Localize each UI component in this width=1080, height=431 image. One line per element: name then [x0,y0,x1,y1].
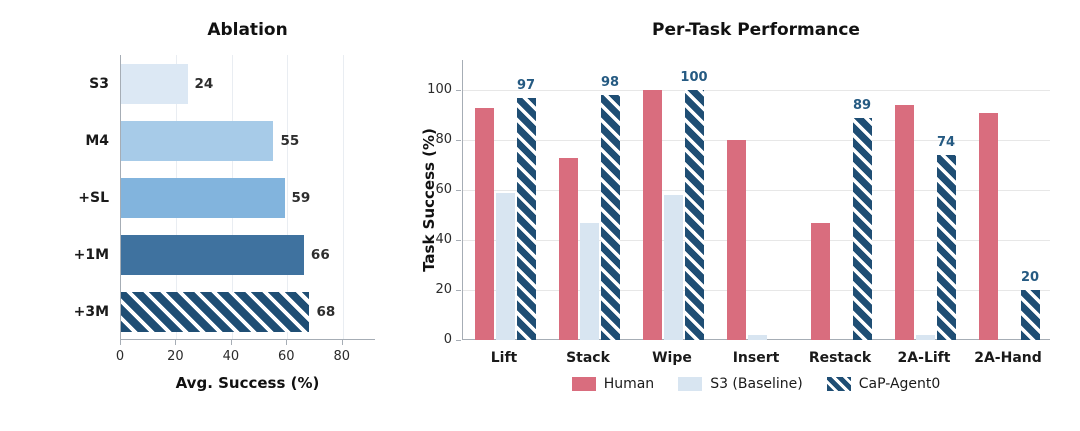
per-task-category-label: 2A-Lift [897,350,951,366]
x-tick-mark [341,340,343,345]
per-task-bar [915,335,935,340]
legend-swatch [571,377,596,391]
gridline-vertical [342,55,344,339]
x-tick-mark [120,340,121,345]
per-task-bar [684,90,704,340]
gridline-horizontal [463,290,1050,291]
gridline-horizontal [463,240,1050,241]
ablation-chart: Ablation S3 24 M4 55 +SL 59 +1M 66 +3M 68 Avg. Su… [0,0,410,431]
per-task-bar [894,105,914,340]
per-task-bar [642,90,662,340]
ablation-category-label: +1M [73,246,109,263]
gridline-horizontal [463,140,1050,141]
y-tick-label: 20 [435,282,452,297]
per-task-chart: Per-Task Performance Task Success (%) 97… [410,0,1080,431]
bar-value-label: 89 [852,97,872,113]
per-task-category-label: Lift [490,350,518,366]
x-tick-label: 60 [278,349,295,364]
legend-label: S3 (Baseline) [710,376,803,392]
legend-item: S3 (Baseline) [678,376,803,392]
per-task-bar [852,117,872,340]
per-task-bar [495,192,515,340]
per-task-title: Per-Task Performance [652,20,860,40]
y-tick-mark [456,90,461,91]
gridline-horizontal [463,190,1050,191]
ablation-value-label: 68 [316,303,336,320]
x-tick-mark [230,340,232,345]
gridline-horizontal [463,90,1050,91]
ablation-value-label: 55 [280,132,300,149]
per-task-bar [726,140,746,340]
legend-label: CaP-Agent0 [858,376,941,392]
per-task-category-label: 2A-Hand [974,350,1042,366]
y-tick-label: 80 [435,132,452,147]
per-task-bar [516,97,536,340]
ablation-value-label: 66 [310,246,330,263]
y-tick-label: 100 [427,82,452,97]
per-task-bar [810,222,830,340]
ablation-category-label: S3 [89,75,109,92]
x-tick-label: 80 [333,349,351,364]
per-task-bar [747,335,767,340]
per-task-bar [936,155,956,340]
legend-label: Human [603,376,655,392]
ablation-plot-area: S3 24 M4 55 +SL 59 +1M 66 +3M 68 [74,55,375,340]
ablation-category-label: M4 [85,132,109,149]
bar-value-label: 97 [516,77,536,93]
per-task-bar [663,195,683,340]
y-tick-mark [456,140,461,141]
ablation-value-label: 59 [291,189,311,206]
x-tick-label: 20 [167,349,184,364]
legend-item: Human [571,376,655,392]
bar-value-label: 98 [600,75,620,90]
per-task-plot-area: 97 98 100 89 74 20 [462,60,1050,340]
ablation-title: Ablation [207,20,288,40]
legend: Human S3 (Baseline) CaP-Agent0 [462,376,1050,392]
legend-swatch [826,377,851,391]
per-task-category-label: Wipe [652,350,692,366]
ablation-bar [121,177,285,218]
per-task-category-label: Stack [566,350,610,366]
x-tick-label: 0 [115,349,125,364]
ablation-bar [121,291,310,332]
bar-value-label: 20 [1020,270,1040,285]
per-task-category-label: Restack [808,350,872,366]
bar-value-label: 100 [680,70,708,85]
per-task-bar [474,107,494,340]
ablation-bar [121,120,274,161]
per-task-category-label: Insert [732,350,780,366]
y-tick-label: 60 [435,182,452,197]
y-tick-label: 40 [435,232,452,247]
y-tick-mark [456,340,461,341]
ablation-category-label: +SL [78,189,109,206]
x-tick-label: 40 [222,349,240,364]
ablation-bar [121,63,188,104]
per-task-bar [1020,290,1040,340]
x-tick-mark [175,340,177,345]
x-tick-mark [286,340,288,345]
per-task-bar [558,157,578,340]
legend-item: CaP-Agent0 [826,376,941,392]
y-tick-label: 0 [443,332,452,347]
bar-value-label: 74 [936,135,956,150]
legend-swatch [678,377,703,391]
ablation-category-label: +3M [73,303,109,320]
y-tick-mark [456,240,461,241]
gridline-vertical [287,55,289,339]
per-task-bar [600,95,620,340]
y-tick-mark [456,290,461,291]
y-tick-mark [456,190,461,191]
ablation-x-axis-label: Avg. Success (%) [175,374,320,392]
ablation-value-label: 24 [194,75,214,92]
ablation-bar [121,234,304,275]
per-task-bar [579,222,599,340]
per-task-bar [978,112,998,340]
